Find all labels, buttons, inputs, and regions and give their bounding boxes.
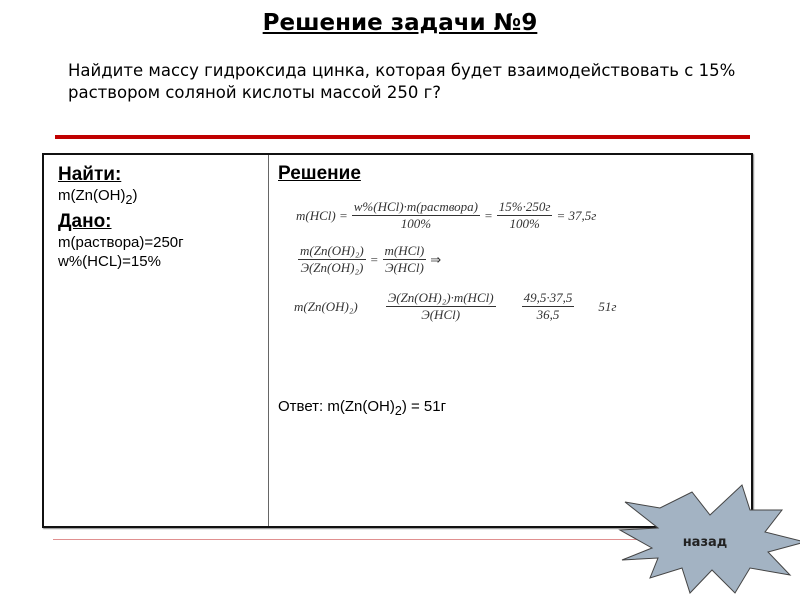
find-sub: 2 [125, 193, 133, 207]
find-header: Найти: [58, 164, 122, 185]
find-text: m(Zn(OH) [58, 187, 126, 204]
find-close: ) [132, 187, 138, 204]
f2-eq: = [369, 251, 379, 267]
column-divider [268, 155, 269, 526]
back-label: назад [683, 535, 728, 550]
divider-bottom [53, 539, 753, 540]
f2-den2: Э(HCl) [384, 260, 424, 275]
find-item: m(Zn(OH)2) [58, 186, 184, 210]
given-header: Дано: [58, 211, 112, 232]
given-column: Найти: m(Zn(OH)2) Дано: m(раствора)=250г… [58, 163, 184, 271]
f1-den1: 100% [400, 216, 432, 231]
solution-table: Найти: m(Zn(OH)2) Дано: m(раствора)=250г… [42, 153, 753, 528]
back-button[interactable]: назад [600, 480, 800, 595]
formula-2: m(Zn(OH)₂) Э(Zn(OH)₂) = m(HCl) Э(HCl) ⇒ [294, 243, 441, 276]
f3-num1: Э(Zn(OH)₂)·m(HCl) [385, 290, 496, 307]
page-title: Решение задачи №9 [262, 10, 538, 36]
solution-column: Решение [278, 163, 361, 185]
f2-num2: m(HCl) [382, 243, 427, 260]
given-item: m(раствора)=250г [58, 234, 184, 251]
solution-header: Решение [278, 163, 361, 184]
f3-lhs: m(Zn(OH)₂) [294, 298, 358, 314]
answer-prefix: Ответ: m(Zn(OH) [278, 398, 395, 415]
f1-den2: 100% [509, 216, 540, 231]
f1-eq: = [484, 207, 493, 223]
answer-sub: 2 [394, 404, 402, 418]
f1-result: = 37,5г [556, 207, 597, 223]
f3-den1: Э(HCl) [421, 307, 461, 322]
f3-den2: 36,5 [536, 307, 560, 322]
implies-icon: ⇒ [430, 251, 442, 267]
answer-suffix: ) = 51г [401, 398, 447, 415]
formula-1: m(HCl) = w%(HCl)·m(раствора) 100% = 15%·2… [296, 199, 596, 232]
divider-top [55, 135, 750, 139]
f3-result: 51г [598, 298, 617, 314]
f1-num1: w%(HCl)·m(раствора) [351, 199, 481, 216]
given-item: w%(HCL)=15% [58, 253, 161, 270]
formula-3: m(Zn(OH)₂) Э(Zn(OH)₂)·m(HCl) Э(HCl) 49,5·… [294, 290, 616, 323]
f1-lhs: m(HCl) = [296, 207, 348, 223]
f3-num2: 49,5·37,5 [521, 290, 575, 307]
answer: Ответ: m(Zn(OH)2) = 51г [278, 398, 446, 418]
f2-den1: Э(Zn(OH)₂) [300, 260, 364, 275]
f1-num2: 15%·250г [496, 199, 553, 216]
f2-num1: m(Zn(OH)₂) [298, 243, 366, 260]
task-text: Найдите массу гидроксида цинка, которая … [68, 61, 736, 102]
starburst-icon [618, 484, 800, 594]
